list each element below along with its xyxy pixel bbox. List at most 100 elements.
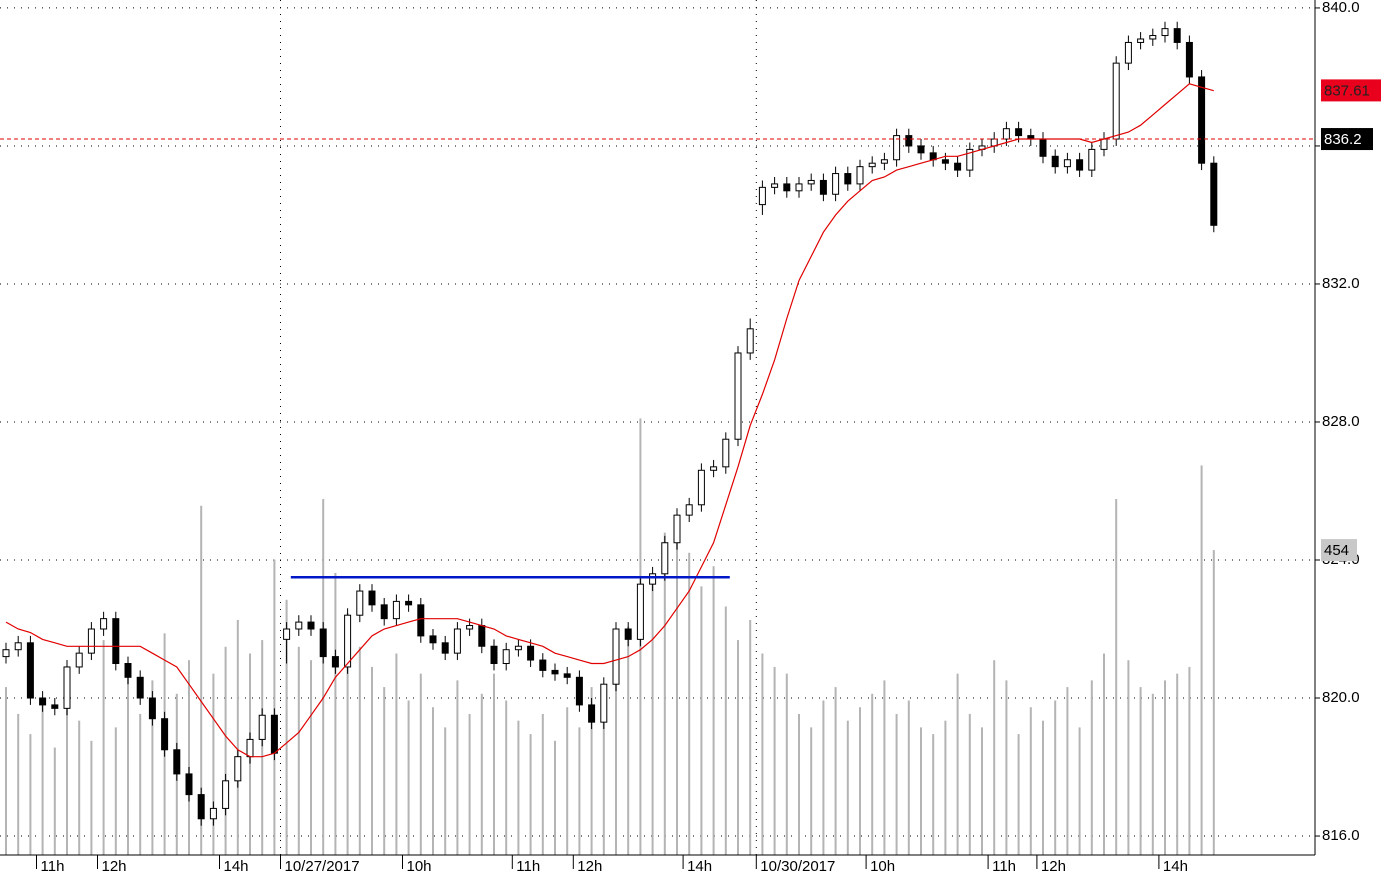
volume-bar (322, 499, 325, 855)
volume-bar (944, 720, 947, 855)
volume-bar (41, 700, 44, 855)
volume-bar (920, 727, 922, 855)
volume-bar (1151, 693, 1154, 855)
volume-bar (871, 693, 874, 855)
candle-body (771, 183, 779, 188)
volume-bar (1188, 666, 1191, 855)
volume-bar (688, 552, 691, 855)
volume-bar (285, 599, 288, 855)
candle-body (551, 669, 559, 675)
candle-body (539, 659, 547, 671)
volume-bar (1176, 673, 1179, 855)
volume-bar (1139, 687, 1142, 855)
candle-body (429, 635, 437, 644)
candle-body (283, 628, 291, 640)
volume-bar (1090, 680, 1093, 855)
volume-bar (29, 734, 32, 855)
volume-bar (505, 700, 508, 855)
candle-body (636, 583, 644, 640)
candle-body (222, 780, 230, 809)
candle-body (661, 542, 669, 575)
candle-body (502, 649, 510, 665)
candle-body (685, 504, 693, 516)
volume-bar (200, 505, 203, 855)
x-tick-label: 10/27/2017 (285, 858, 360, 875)
candle-body (1137, 38, 1145, 43)
candle-body (880, 159, 888, 164)
candle-body (161, 718, 169, 751)
volume-bar (66, 693, 68, 855)
candle-body (1185, 41, 1193, 78)
candle-body (344, 614, 352, 668)
volume-bar (737, 640, 739, 855)
volume-bar (78, 720, 81, 855)
volume-bar (834, 687, 837, 855)
candle-body (722, 438, 730, 468)
volume-bar (444, 727, 447, 855)
candle-body (1039, 138, 1047, 157)
candle-body (1088, 148, 1096, 171)
volume-bar (456, 680, 459, 855)
x-tick-label: 10/30/2017 (760, 858, 835, 875)
candle-body (51, 704, 59, 709)
candle-body (673, 514, 681, 544)
x-tick-label: 10h (870, 858, 895, 875)
candle-body (148, 697, 156, 720)
volume-bar (5, 687, 7, 855)
candle-body (466, 625, 474, 630)
candle-body (319, 628, 327, 658)
volume-bar (968, 713, 971, 855)
volume-bar (663, 532, 666, 855)
volume-bar (188, 660, 190, 855)
candle-body (209, 807, 217, 820)
candle-body (124, 663, 132, 678)
candle-body (697, 469, 705, 506)
volume-bar (529, 734, 532, 855)
ma-marker-box (1321, 79, 1381, 102)
candle-body (63, 666, 71, 709)
candle-body (1063, 159, 1071, 168)
moving-average (5, 83, 1214, 758)
candle-body (270, 714, 278, 754)
volume-bar (1017, 734, 1020, 855)
y-tick-label: 816.0 (1322, 827, 1360, 844)
candle-body (441, 642, 449, 654)
volume-bar (383, 687, 386, 855)
volume-bar (785, 673, 788, 855)
candle-body (954, 162, 962, 171)
candle-body (405, 600, 413, 606)
candle-body (417, 604, 425, 637)
volume-bar (822, 700, 825, 855)
candle-body (734, 352, 742, 440)
volume-bar (859, 707, 861, 855)
volume-bar (566, 707, 569, 855)
volume-bar (334, 572, 337, 855)
candle-body (380, 604, 388, 620)
volume-bar (493, 673, 495, 855)
candle-body (746, 328, 754, 354)
volume-bar (749, 619, 752, 855)
volume-bar (554, 740, 556, 855)
candle-body (758, 186, 766, 206)
candle-body (368, 590, 376, 606)
candle-body (112, 618, 120, 665)
volume-bar (139, 713, 142, 855)
volume-bar (883, 680, 886, 855)
volume-bar (1005, 680, 1008, 855)
volume-bar (761, 653, 764, 855)
candle-body (478, 625, 486, 647)
volume-bar (297, 646, 300, 855)
volume-bar (90, 740, 93, 855)
volume-bar (224, 646, 227, 855)
price-marker-label: 836.2 (1324, 131, 1362, 148)
y-tick-label: 832.0 (1322, 275, 1360, 292)
candle-body (966, 148, 974, 171)
candle-body (868, 162, 876, 168)
candle-body (624, 628, 632, 640)
candle-body (893, 135, 901, 161)
candle-body (100, 618, 108, 630)
volume-bar (517, 720, 520, 855)
candle-body (246, 738, 254, 758)
volume-marker-box (1321, 539, 1357, 562)
volume-bar (468, 713, 471, 855)
